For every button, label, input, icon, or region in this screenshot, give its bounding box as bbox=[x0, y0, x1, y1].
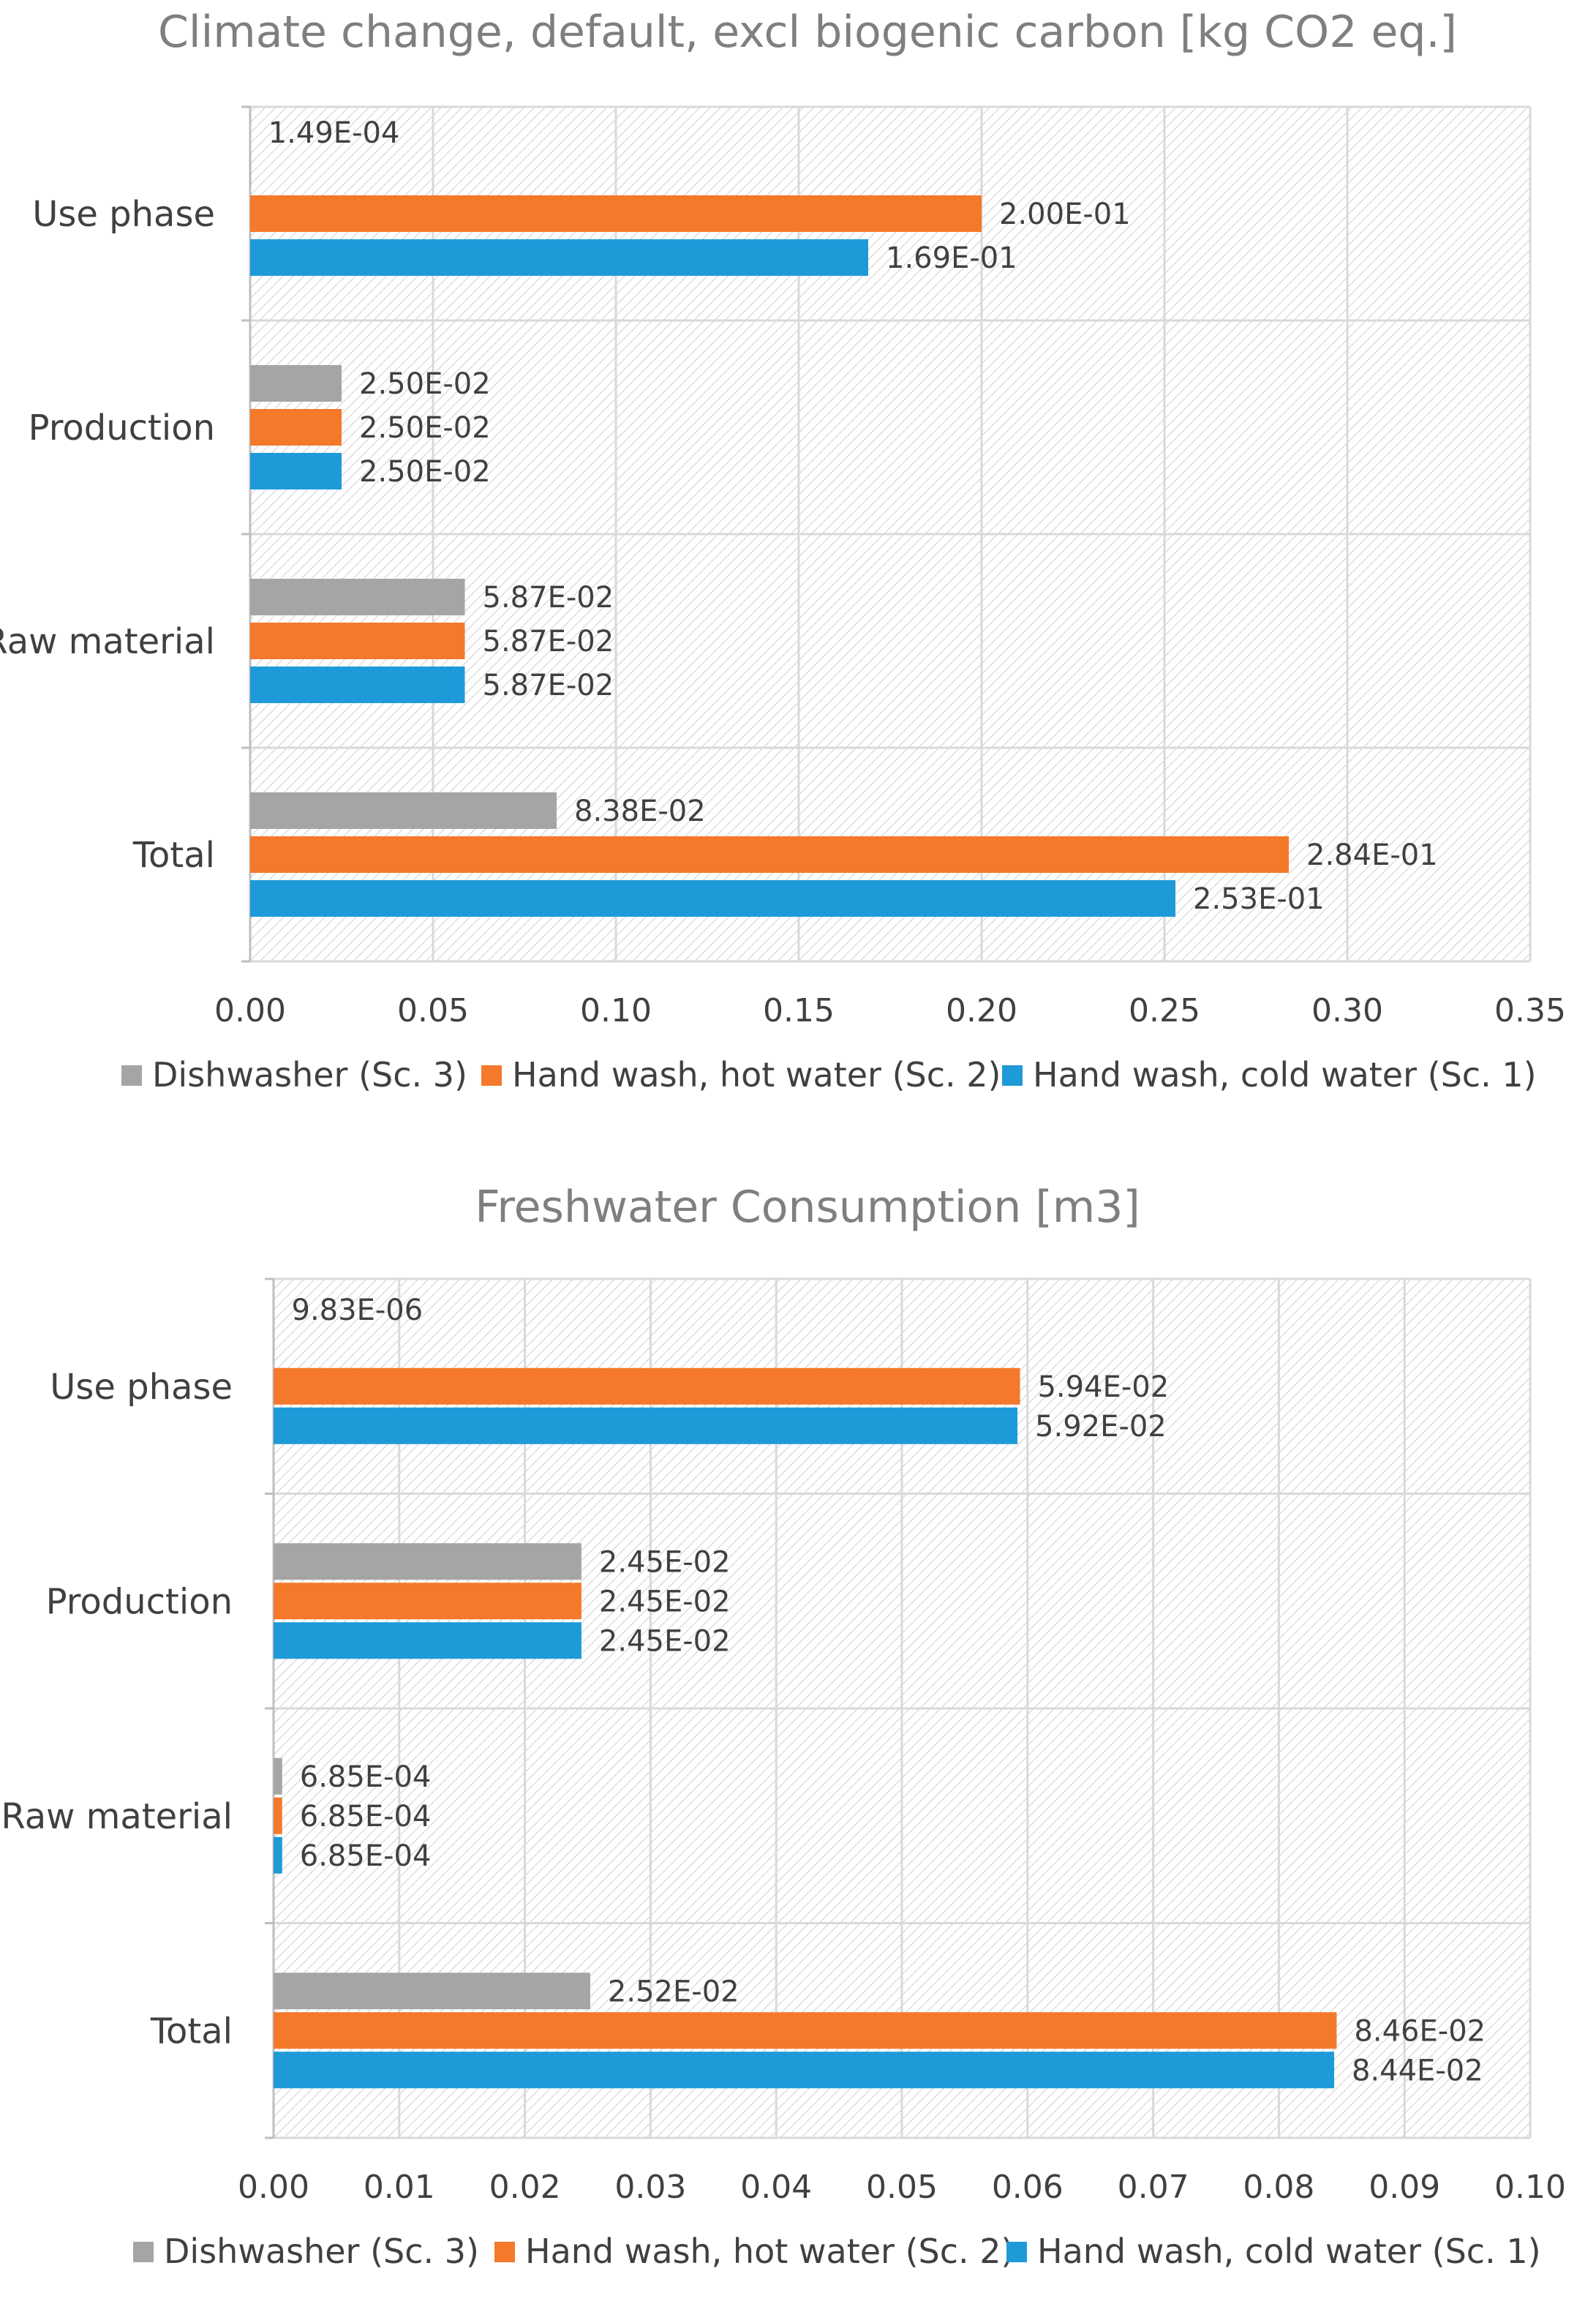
data-label: 2.45E-02 bbox=[599, 1545, 731, 1579]
data-label: 2.84E-01 bbox=[1306, 838, 1438, 872]
data-label: 2.50E-02 bbox=[359, 411, 491, 445]
data-label: 8.46E-02 bbox=[1354, 2014, 1486, 2048]
data-label: 2.52E-02 bbox=[608, 1975, 739, 2008]
bar-hot bbox=[250, 195, 982, 232]
chart-title: Freshwater Consumption [m3] bbox=[475, 1182, 1140, 1233]
bar-cold bbox=[274, 1407, 1018, 1444]
bar-hot bbox=[274, 2012, 1337, 2049]
x-tick-label: 0.03 bbox=[614, 2169, 686, 2206]
bar-dishwasher bbox=[274, 1543, 581, 1580]
x-tick-label: 0.01 bbox=[364, 2169, 435, 2206]
plot-area: Use phase 9.83E-06 5.94E-02 5.92E-02 Product… bbox=[1, 1277, 1566, 2206]
legend-swatch-dishwasher bbox=[121, 1065, 142, 1086]
x-tick-label: 0.20 bbox=[946, 992, 1017, 1029]
bar-hot bbox=[274, 1583, 581, 1620]
bar-cold bbox=[250, 239, 868, 276]
bar-hot bbox=[274, 1367, 1020, 1405]
legend: Dishwasher (Sc. 3) Hand wash, hot water (… bbox=[121, 1055, 1537, 1095]
category-label: Total bbox=[150, 2011, 233, 2052]
x-tick-label: 0.15 bbox=[763, 992, 835, 1029]
x-tick-label: 0.25 bbox=[1129, 992, 1200, 1029]
legend-swatch-cold bbox=[1002, 1065, 1023, 1086]
legend-label: Dishwasher (Sc. 3) bbox=[164, 2232, 479, 2271]
bar-dishwasher bbox=[274, 1973, 590, 2010]
bar-cold bbox=[274, 1622, 581, 1659]
data-label: 2.50E-02 bbox=[359, 367, 491, 401]
data-label: 2.45E-02 bbox=[599, 1624, 731, 1658]
data-label: 2.45E-02 bbox=[599, 1585, 731, 1618]
bar-hot bbox=[250, 836, 1289, 873]
bar-dishwasher bbox=[250, 365, 342, 402]
bar-cold bbox=[250, 880, 1175, 917]
x-tick-label: 0.00 bbox=[238, 2169, 309, 2206]
freshwater-chart: Freshwater Consumption [m3] Use phase 9.8… bbox=[1, 1182, 1566, 2271]
category-label: Total bbox=[132, 835, 215, 876]
category-label: Use phase bbox=[50, 1367, 233, 1408]
legend-swatch-cold bbox=[1006, 2242, 1027, 2262]
x-tick-label: 0.35 bbox=[1494, 992, 1566, 1029]
x-tick-label: 0.30 bbox=[1311, 992, 1383, 1029]
x-tick-label: 0.05 bbox=[866, 2169, 938, 2206]
data-label: 5.87E-02 bbox=[483, 625, 614, 658]
data-label: 9.83E-06 bbox=[292, 1294, 424, 1327]
category-label: Raw material bbox=[1, 1796, 233, 1837]
data-label: 1.49E-04 bbox=[268, 116, 400, 150]
x-tick-label: 0.04 bbox=[740, 2169, 812, 2206]
bar-cold bbox=[250, 667, 465, 703]
legend-label: Hand wash, hot water (Sc. 2) bbox=[525, 2232, 1014, 2271]
legend-label: Hand wash, cold water (Sc. 1) bbox=[1037, 2232, 1541, 2271]
bar-cold bbox=[250, 453, 342, 489]
data-label: 6.85E-04 bbox=[300, 1839, 432, 1873]
x-tick-label: 0.08 bbox=[1243, 2169, 1314, 2206]
data-label: 8.38E-02 bbox=[574, 795, 706, 828]
bar-hot bbox=[274, 1797, 282, 1834]
x-tick-label: 0.02 bbox=[489, 2169, 561, 2206]
bar-hot bbox=[250, 623, 465, 659]
legend-label: Dishwasher (Sc. 3) bbox=[152, 1055, 467, 1095]
data-label: 2.53E-01 bbox=[1193, 882, 1325, 916]
legend-swatch-hot bbox=[481, 1065, 502, 1086]
data-label: 1.69E-01 bbox=[886, 241, 1017, 275]
data-label: 5.92E-02 bbox=[1035, 1410, 1167, 1444]
data-label: 2.50E-02 bbox=[359, 455, 491, 489]
x-tick-label: 0.05 bbox=[397, 992, 469, 1029]
category-label: Use phase bbox=[32, 194, 215, 235]
x-tick-label: 0.00 bbox=[214, 992, 286, 1029]
bar-dishwasher bbox=[250, 579, 465, 615]
legend-swatch-hot bbox=[494, 2242, 515, 2262]
climate-change-chart: Climate change, default, excl biogenic c… bbox=[0, 7, 1566, 1095]
legend-swatch-dishwasher bbox=[133, 2242, 154, 2262]
x-tick-label: 0.09 bbox=[1369, 2169, 1440, 2206]
bar-cold bbox=[274, 1836, 282, 1874]
x-tick-label: 0.10 bbox=[580, 992, 652, 1029]
category-label: Production bbox=[29, 408, 215, 448]
category-label: Production bbox=[46, 1581, 233, 1622]
data-label: 6.85E-04 bbox=[300, 1800, 432, 1834]
data-label: 2.00E-01 bbox=[999, 198, 1131, 231]
legend: Dishwasher (Sc. 3) Hand wash, hot water (… bbox=[133, 2232, 1541, 2271]
category-label: Raw material bbox=[0, 621, 215, 662]
bar-cold bbox=[274, 2052, 1334, 2089]
data-label: 8.44E-02 bbox=[1352, 2054, 1483, 2087]
plot-area: Use phase 1.49E-04 2.00E-01 1.69E-01 Product… bbox=[0, 105, 1566, 1029]
bar-dishwasher bbox=[250, 151, 251, 188]
x-tick-label: 0.07 bbox=[1118, 2169, 1189, 2206]
legend-label: Hand wash, cold water (Sc. 1) bbox=[1033, 1055, 1537, 1095]
data-label: 5.87E-02 bbox=[483, 669, 614, 702]
x-tick-label: 0.06 bbox=[992, 2169, 1064, 2206]
bar-hot bbox=[250, 409, 342, 446]
legend-label: Hand wash, hot water (Sc. 2) bbox=[512, 1055, 1001, 1095]
bar-dishwasher bbox=[274, 1757, 282, 1795]
data-label: 5.87E-02 bbox=[483, 581, 614, 615]
chart-title: Climate change, default, excl biogenic c… bbox=[158, 7, 1457, 58]
data-label: 5.94E-02 bbox=[1037, 1370, 1169, 1404]
data-label: 6.85E-04 bbox=[300, 1760, 432, 1794]
x-tick-label: 0.10 bbox=[1494, 2169, 1566, 2206]
bar-dishwasher bbox=[250, 792, 557, 829]
